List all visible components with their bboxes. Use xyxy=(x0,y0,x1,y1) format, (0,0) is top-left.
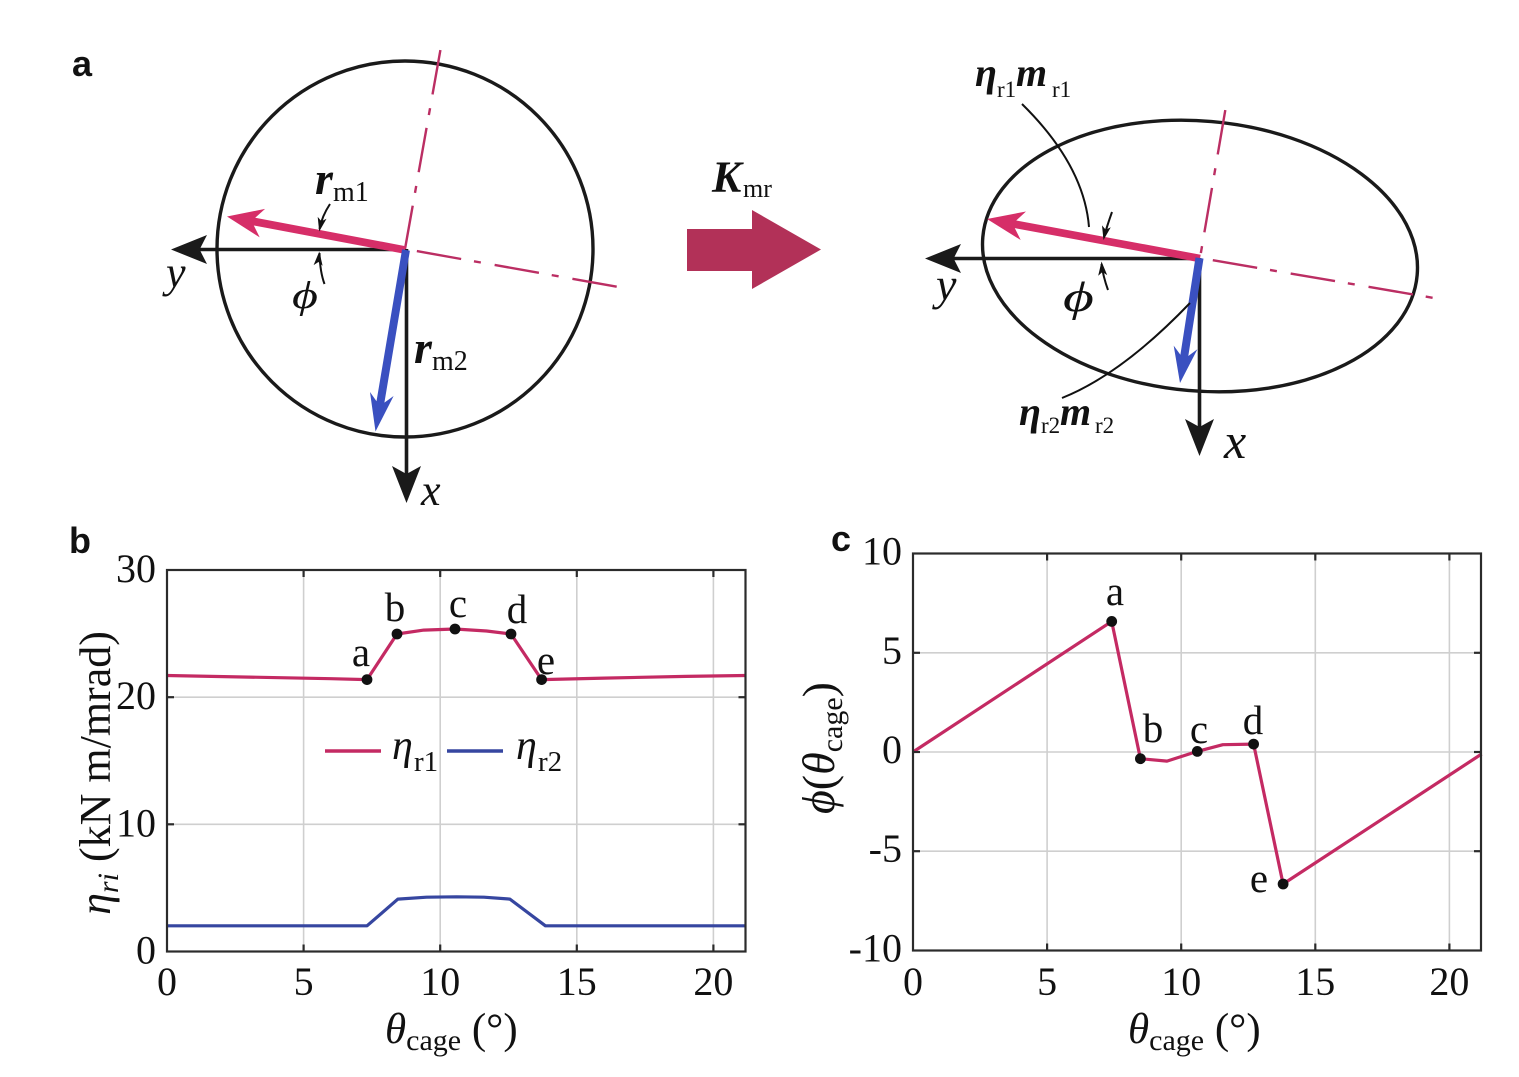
svg-text:ηri (kN m/mrad): ηri (kN m/mrad) xyxy=(71,631,125,915)
svg-text:mr: mr xyxy=(743,174,772,203)
svg-text:ϕ: ϕ xyxy=(1063,274,1094,320)
svg-text:d: d xyxy=(1243,697,1264,743)
svg-text:r: r xyxy=(414,322,433,373)
svg-text:e: e xyxy=(537,637,555,683)
svg-text:r1: r1 xyxy=(414,746,438,778)
svg-text:m: m xyxy=(1060,389,1091,434)
svg-text:0: 0 xyxy=(157,959,177,1004)
svg-text:m2: m2 xyxy=(432,346,468,377)
svg-text:30: 30 xyxy=(116,546,156,591)
svg-text:a: a xyxy=(352,629,370,675)
svg-text:5: 5 xyxy=(882,628,902,673)
svg-text:-5: -5 xyxy=(869,826,902,871)
svg-text:5: 5 xyxy=(1037,959,1057,1004)
svg-text:0: 0 xyxy=(882,727,902,772)
svg-text:20: 20 xyxy=(1429,959,1469,1004)
svg-text:η: η xyxy=(975,50,997,95)
svg-text:e: e xyxy=(1250,855,1268,901)
svg-text:10: 10 xyxy=(116,800,156,845)
svg-text:b: b xyxy=(1143,705,1164,751)
svg-text:5: 5 xyxy=(294,959,314,1004)
svg-text:x: x xyxy=(420,466,441,515)
svg-text:x: x xyxy=(1223,413,1246,469)
svg-text:10: 10 xyxy=(862,529,902,574)
svg-text:r1: r1 xyxy=(1052,77,1071,102)
svg-text:15: 15 xyxy=(557,959,597,1004)
svg-text:c: c xyxy=(1190,706,1208,752)
svg-text:0: 0 xyxy=(903,959,923,1004)
svg-text:m1: m1 xyxy=(333,177,369,208)
svg-text:m: m xyxy=(1016,50,1047,95)
svg-text:10: 10 xyxy=(420,959,460,1004)
svg-text:20: 20 xyxy=(693,959,733,1004)
svg-text:r: r xyxy=(315,153,334,204)
svg-text:y: y xyxy=(162,248,186,297)
svg-text:r2: r2 xyxy=(1095,413,1114,438)
svg-text:ϕ: ϕ xyxy=(292,274,318,317)
svg-text:c: c xyxy=(449,580,467,626)
svg-text:d: d xyxy=(507,586,528,632)
svg-text:r2: r2 xyxy=(1041,413,1060,438)
svg-text:r2: r2 xyxy=(538,746,562,778)
svg-text:b: b xyxy=(385,584,406,630)
svg-text:η: η xyxy=(392,723,413,769)
svg-text:b: b xyxy=(69,520,91,561)
svg-text:10: 10 xyxy=(1161,959,1201,1004)
svg-text:a: a xyxy=(72,43,93,84)
svg-text:η: η xyxy=(1019,389,1041,434)
svg-text:y: y xyxy=(932,259,957,310)
svg-text:ϕ(θcage): ϕ(θcage) xyxy=(793,682,849,814)
svg-text:0: 0 xyxy=(136,928,156,973)
svg-text:15: 15 xyxy=(1295,959,1335,1004)
svg-text:K: K xyxy=(711,153,744,202)
svg-text:r1: r1 xyxy=(997,77,1016,102)
svg-text:20: 20 xyxy=(116,673,156,718)
svg-text:η: η xyxy=(516,723,537,769)
svg-text:-10: -10 xyxy=(849,926,902,971)
svg-text:a: a xyxy=(1106,568,1124,614)
svg-text:c: c xyxy=(831,518,851,559)
